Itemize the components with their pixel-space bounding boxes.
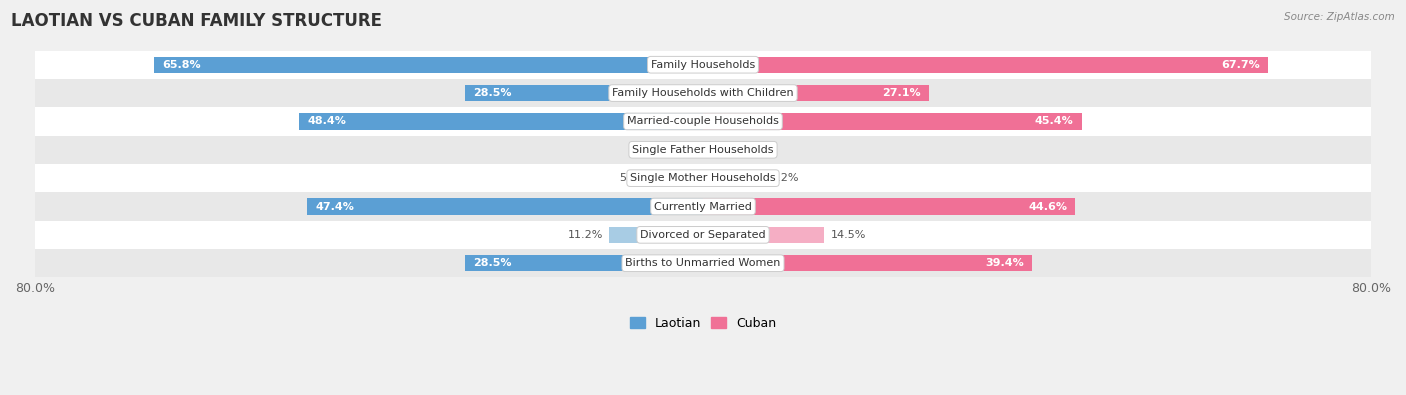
- Bar: [685, 141, 703, 158]
- Text: 44.6%: 44.6%: [1028, 201, 1067, 211]
- Bar: [655, 170, 703, 186]
- Text: 28.5%: 28.5%: [474, 258, 512, 268]
- Text: LAOTIAN VS CUBAN FAMILY STRUCTURE: LAOTIAN VS CUBAN FAMILY STRUCTURE: [11, 12, 382, 30]
- Bar: [35, 135, 1371, 164]
- Text: 5.8%: 5.8%: [620, 173, 648, 183]
- Bar: [465, 255, 703, 271]
- Text: Source: ZipAtlas.com: Source: ZipAtlas.com: [1284, 12, 1395, 22]
- Bar: [35, 51, 1371, 79]
- Bar: [703, 141, 724, 158]
- Text: 39.4%: 39.4%: [984, 258, 1024, 268]
- Bar: [35, 79, 1371, 107]
- Bar: [307, 198, 703, 215]
- Text: Currently Married: Currently Married: [654, 201, 752, 211]
- Bar: [299, 113, 703, 130]
- Bar: [35, 107, 1371, 135]
- Text: Single Father Households: Single Father Households: [633, 145, 773, 155]
- Bar: [703, 198, 1076, 215]
- Text: 67.7%: 67.7%: [1222, 60, 1260, 70]
- Text: 45.4%: 45.4%: [1035, 117, 1074, 126]
- Text: 2.6%: 2.6%: [731, 145, 759, 155]
- Text: 7.2%: 7.2%: [770, 173, 799, 183]
- Bar: [703, 170, 763, 186]
- Bar: [35, 249, 1371, 277]
- Bar: [465, 85, 703, 101]
- Text: Married-couple Households: Married-couple Households: [627, 117, 779, 126]
- Text: 2.2%: 2.2%: [650, 145, 678, 155]
- Text: 28.5%: 28.5%: [474, 88, 512, 98]
- Bar: [35, 221, 1371, 249]
- Bar: [153, 56, 703, 73]
- Bar: [703, 85, 929, 101]
- Bar: [703, 113, 1083, 130]
- Bar: [703, 227, 824, 243]
- Text: 47.4%: 47.4%: [315, 201, 354, 211]
- Bar: [703, 56, 1268, 73]
- Text: Single Mother Households: Single Mother Households: [630, 173, 776, 183]
- Text: Family Households: Family Households: [651, 60, 755, 70]
- Bar: [35, 192, 1371, 221]
- Text: Family Households with Children: Family Households with Children: [612, 88, 794, 98]
- Bar: [609, 227, 703, 243]
- Legend: Laotian, Cuban: Laotian, Cuban: [624, 312, 782, 335]
- Text: 65.8%: 65.8%: [162, 60, 201, 70]
- Text: 27.1%: 27.1%: [883, 88, 921, 98]
- Bar: [703, 255, 1032, 271]
- Text: 14.5%: 14.5%: [831, 230, 866, 240]
- Text: 48.4%: 48.4%: [307, 117, 346, 126]
- Text: Births to Unmarried Women: Births to Unmarried Women: [626, 258, 780, 268]
- Text: Divorced or Separated: Divorced or Separated: [640, 230, 766, 240]
- Text: 11.2%: 11.2%: [568, 230, 603, 240]
- Bar: [35, 164, 1371, 192]
